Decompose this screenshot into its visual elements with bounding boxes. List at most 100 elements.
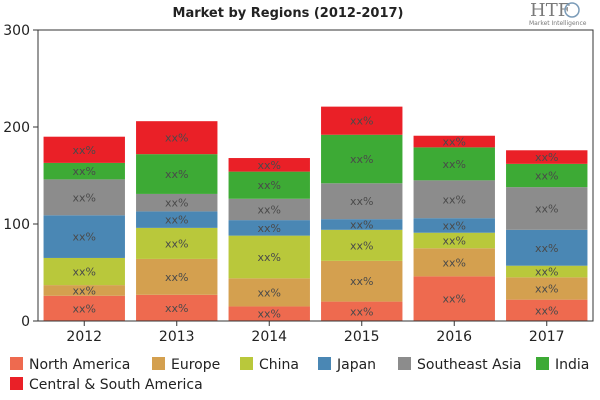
segment-label: xx% [535,202,558,215]
segment-label: xx% [443,256,466,269]
segment-label: xx% [350,115,373,128]
segment-label: xx% [258,251,281,264]
segment-label: xx% [258,179,281,192]
bar-segment [506,265,588,278]
bar-segment [413,248,495,277]
legend-swatch [152,357,165,370]
bar-segment [43,179,125,216]
y-tick-label: 0 [21,314,30,330]
bar-segment [506,187,588,230]
bar-segment [136,121,218,155]
segment-label: xx% [73,144,96,157]
segment-label: xx% [350,195,373,208]
x-tick-label: 2017 [529,329,565,345]
x-tick-label: 2013 [159,329,195,345]
segment-label: xx% [535,266,558,279]
bar-segment [228,278,310,307]
bar-segment [413,232,495,249]
y-tick-label: 100 [3,217,30,233]
segment-label: xx% [73,266,96,279]
bar-segment [43,257,125,286]
axes-group: 2012 2013 2014 2015 2016 2017 0 100 200 300 [3,23,594,345]
logo-text: HTF [530,0,570,21]
segment-label: xx% [258,159,281,172]
bar-segment [321,134,403,184]
bar-segment [43,285,125,296]
segment-label: xx% [350,305,373,318]
x-tick-label: 2012 [66,329,102,345]
segment-label: xx% [165,168,188,181]
legend-swatch [10,377,23,390]
segment-label: xx% [165,214,188,227]
x-tick-label: 2015 [344,329,380,345]
x-tick-label: 2016 [436,329,472,345]
bar-segment [228,306,310,321]
segment-label: xx% [350,239,373,252]
segment-label: xx% [350,153,373,166]
bar-segment [136,154,218,194]
legend-label: Central & South America [29,377,203,393]
segment-label: xx% [73,302,96,315]
segment-label: xx% [535,170,558,183]
segment-label: xx% [535,242,558,255]
bar-segment [136,258,218,295]
bar-segment [506,277,588,300]
logo-subtitle: Market Intelligence [529,20,587,27]
segment-label: xx% [73,231,96,244]
bar-segment [506,163,588,188]
bar-segment [321,260,403,302]
segment-label: xx% [73,191,96,204]
bar-segment [43,162,125,180]
bar-segment [321,106,403,135]
bar-segment [43,215,125,258]
legend-swatch [10,357,23,370]
bar-segment [43,136,125,163]
legend-swatch [318,357,331,370]
segment-label: xx% [443,136,466,149]
segment-label: xx% [258,286,281,299]
bar-segment [413,276,495,321]
legend-label: Southeast Asia [417,357,521,373]
segment-label: xx% [443,293,466,306]
bar-segment [228,171,310,199]
legend-swatch [398,357,411,370]
y-tick-label: 300 [3,23,30,39]
segment-label: xx% [535,304,558,317]
segment-label: xx% [443,193,466,206]
bar-segment [136,211,218,228]
segment-label: xx% [165,197,188,210]
segment-label: xx% [443,158,466,171]
segment-label: xx% [443,219,466,232]
legend: North America Europe China Japan Southeast A… [10,357,589,393]
bar-segment [228,158,310,172]
brand-logo: HTF Market Intelligence [529,0,587,27]
bar-segment [321,301,403,321]
bar-segment [506,299,588,321]
segment-label: xx% [73,284,96,297]
bar-segment [506,229,588,266]
legend-swatch [240,357,253,370]
bar-segment [228,198,310,221]
bar-segment [321,229,403,261]
legend-swatch [536,357,549,370]
y-tick-label: 200 [3,120,30,136]
legend-label: Europe [171,357,220,373]
bar-segment [136,193,218,212]
segment-label: xx% [165,237,188,250]
bar-segment [43,295,125,321]
bar-segment [136,227,218,259]
legend-label: Japan [336,357,376,373]
segment-label: xx% [165,132,188,145]
bar-segment [136,294,218,321]
bar-segment [413,135,495,148]
bar-segment [506,150,588,164]
chart-title: Market by Regions (2012-2017) [173,6,404,21]
plot-frame [37,29,594,322]
bar-segment [228,220,310,236]
segment-label: xx% [165,271,188,284]
segment-label: xx% [535,151,558,164]
bar-segment [228,235,310,279]
segment-label: xx% [165,302,188,315]
legend-label: North America [29,357,130,373]
